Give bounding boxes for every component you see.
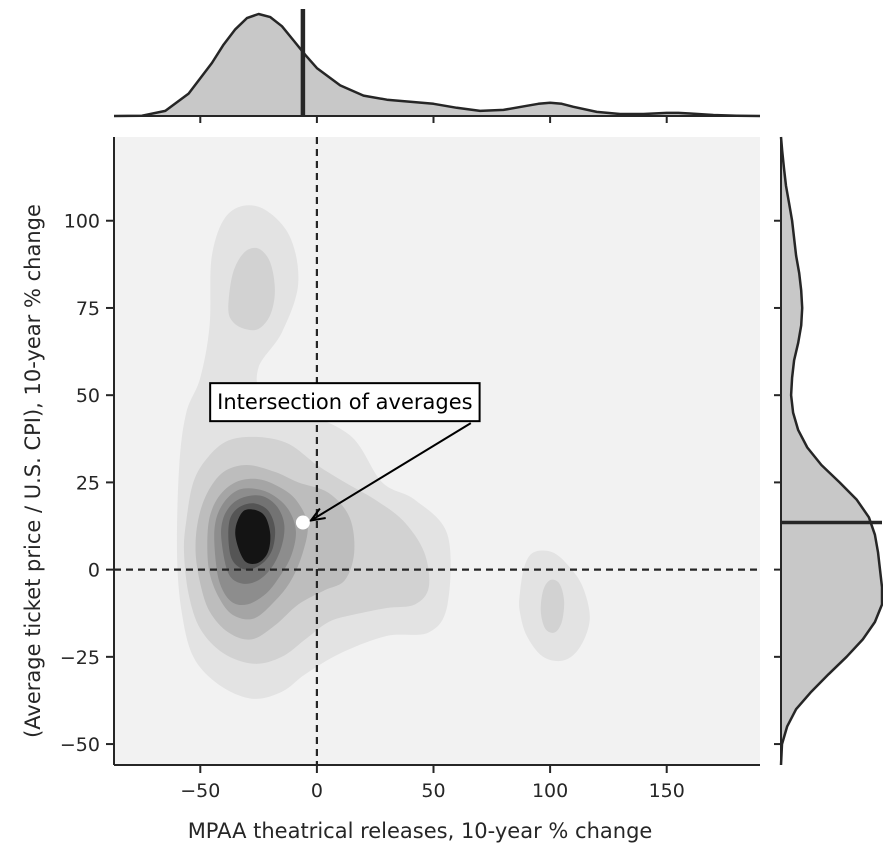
annotation-arrowhead [308,507,326,522]
x-axis-label: MPAA theatrical releases, 10-year % chan… [188,819,653,843]
main-plot: Intersection of averages −50 0 50 100 150 −5… [21,137,760,843]
y-tick-label: 25 [76,472,100,494]
y-tick-label: 100 [64,211,100,233]
y-tick-label: −50 [60,734,100,756]
marginal-x-density-curve [113,12,761,118]
marginal-y-panel [774,136,883,766]
x-tick-label: 100 [532,780,568,802]
contour-level-8-region-1 [235,509,271,564]
y-tick-label: 50 [76,385,100,407]
y-axis-label: (Average ticket price / U.S. CPI), 10-ye… [21,204,45,738]
average-intersection-point [295,515,310,530]
marginal-x-density-fill [114,14,760,116]
marginal-x-ticks [199,116,668,123]
x-axis-ticks: −50 0 50 100 150 [180,765,685,802]
marginal-y-density-fill [781,137,882,765]
x-tick-label: 50 [421,780,445,802]
density-contours [176,205,590,699]
marginal-y-ticks [774,219,781,746]
annotation-box [209,382,481,423]
contour-level-2-region-1 [228,247,275,331]
x-tick-label: 150 [649,780,685,802]
y-tick-label: 0 [88,560,100,582]
x-tick-label: −50 [180,780,220,802]
y-tick-label: −25 [60,647,100,669]
y-tick-label: 75 [76,298,100,320]
annotation-text: Intersection of averages [217,390,472,414]
marginal-y-density-curve [779,136,883,766]
marginal-x-panel [113,9,761,123]
contour-level-2-region-3 [540,579,565,633]
x-tick-label: 0 [311,780,323,802]
annotation-arrow [310,422,472,522]
y-axis-ticks: −50 −25 0 25 50 75 100 [60,211,114,756]
